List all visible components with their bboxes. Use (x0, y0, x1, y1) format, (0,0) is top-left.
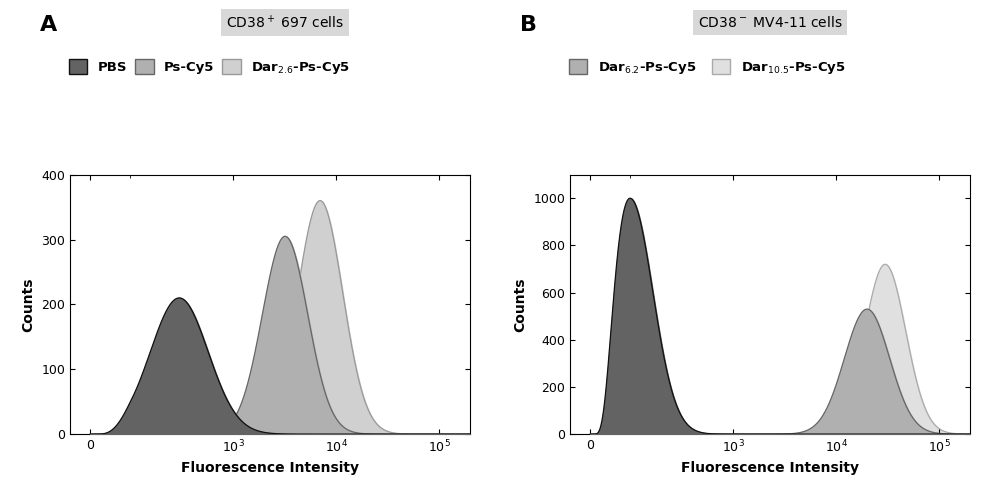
X-axis label: Fluorescence Intensity: Fluorescence Intensity (181, 461, 359, 475)
Text: CD38$^+$ 697 cells: CD38$^+$ 697 cells (226, 14, 344, 31)
Text: B: B (520, 15, 537, 35)
X-axis label: Fluorescence Intensity: Fluorescence Intensity (681, 461, 859, 475)
Text: A: A (40, 15, 57, 35)
Y-axis label: Counts: Counts (22, 277, 36, 332)
Y-axis label: Counts: Counts (514, 277, 528, 332)
Text: CD38$^-$ MV4-11 cells: CD38$^-$ MV4-11 cells (698, 15, 842, 30)
Legend: Dar$_{6.2}$-Ps-Cy5, Dar$_{10.5}$-Ps-Cy5: Dar$_{6.2}$-Ps-Cy5, Dar$_{10.5}$-Ps-Cy5 (569, 59, 846, 76)
Legend: PBS, Ps-Cy5, Dar$_{2.6}$-Ps-Cy5: PBS, Ps-Cy5, Dar$_{2.6}$-Ps-Cy5 (69, 59, 350, 76)
